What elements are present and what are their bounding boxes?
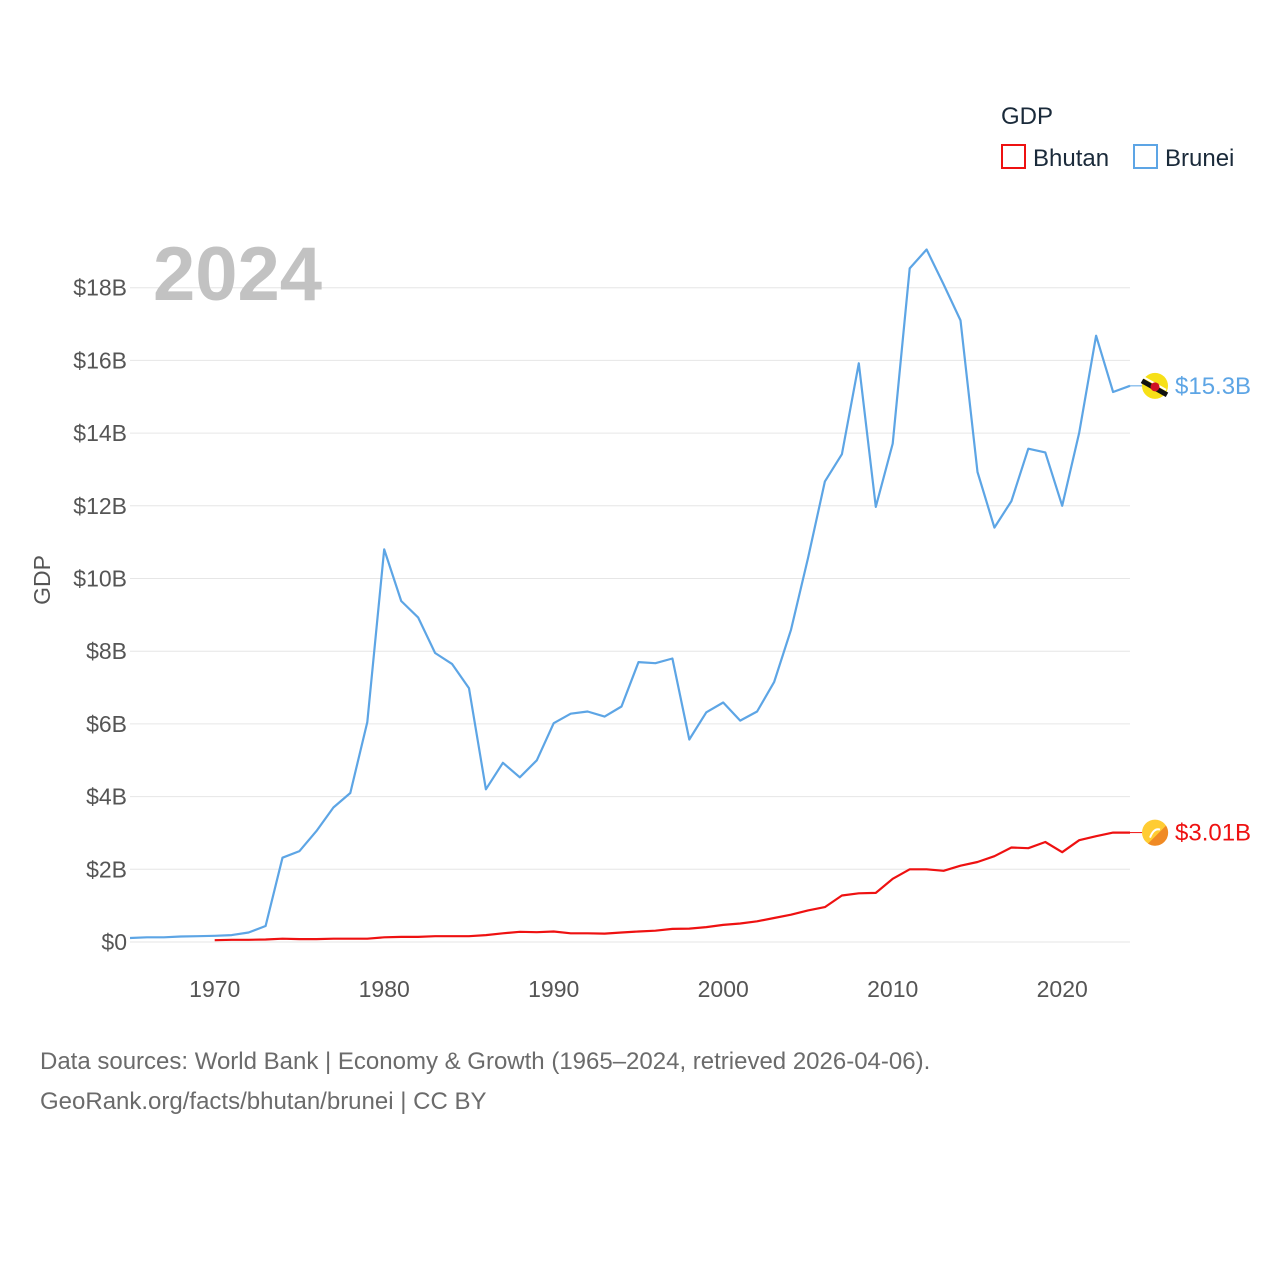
legend-title: GDP (1001, 103, 1053, 130)
source-link[interactable]: GeoRank.org/facts/bhutan/brunei | CC BY (40, 1088, 487, 1115)
y-tick-label: $0 (101, 929, 127, 955)
y-tick-label: $10B (73, 566, 127, 592)
series-line-bhutan (214, 831, 1130, 942)
legend-item-brunei[interactable]: Brunei (1133, 144, 1234, 172)
legend-swatch-bhutan (1001, 144, 1026, 169)
y-tick-label: $14B (73, 420, 127, 446)
data-sources-text: Data sources: World Bank | Economy & Gro… (40, 1048, 931, 1075)
y-tick-label: $18B (73, 275, 127, 301)
series-line-brunei (129, 248, 1131, 940)
legend-item-bhutan[interactable]: Bhutan (1001, 144, 1109, 172)
legend-label-bhutan: Bhutan (1033, 145, 1109, 172)
y-tick-label: $6B (86, 711, 127, 737)
series-lines (129, 248, 1131, 942)
end-labels: $3.01B $15.3B (1130, 372, 1251, 847)
x-tick-label-1980: 1980 (359, 976, 410, 1002)
y-axis: $0 $2B $4B $6B $8B $10B $12B $14B $16B $18B (73, 275, 127, 955)
legend-label-brunei: Brunei (1165, 145, 1234, 172)
x-tick-label-1970: 1970 (189, 976, 240, 1002)
x-tick-label-2000: 2000 (698, 976, 749, 1002)
year-label: 2024 (153, 232, 322, 317)
footer: Data sources: World Bank | Economy & Gro… (40, 1042, 930, 1122)
x-tick-label-2020: 2020 (1037, 976, 1088, 1002)
legend-swatch-brunei (1133, 144, 1158, 169)
bhutan-flag-icon (1142, 819, 1169, 846)
end-value-label-brunei: $15.3B (1175, 373, 1251, 400)
y-tick-label: $8B (86, 638, 127, 664)
x-tick-label-2010: 2010 (867, 976, 918, 1002)
y-tick-label: $16B (73, 347, 127, 373)
y-tick-label: $12B (73, 493, 127, 519)
gdp-line-chart: $0$2B$4B$6B$8B$10B$12B$14B$16B$18B 1970 1… (29, 103, 1251, 1002)
x-axis: 1970 1980 1990 2000 2010 2020 (189, 976, 1088, 1002)
end-value-label-bhutan: $3.01B (1175, 820, 1251, 847)
brunei-flag-icon (1140, 372, 1169, 399)
gridlines (130, 287, 1130, 943)
legend: GDP Bhutan Brunei (1001, 103, 1234, 172)
y-tick-label: $2B (86, 856, 127, 882)
y-tick-label: $4B (86, 784, 127, 810)
y-axis-title: GDP (29, 555, 55, 605)
x-tick-label-1990: 1990 (528, 976, 579, 1002)
